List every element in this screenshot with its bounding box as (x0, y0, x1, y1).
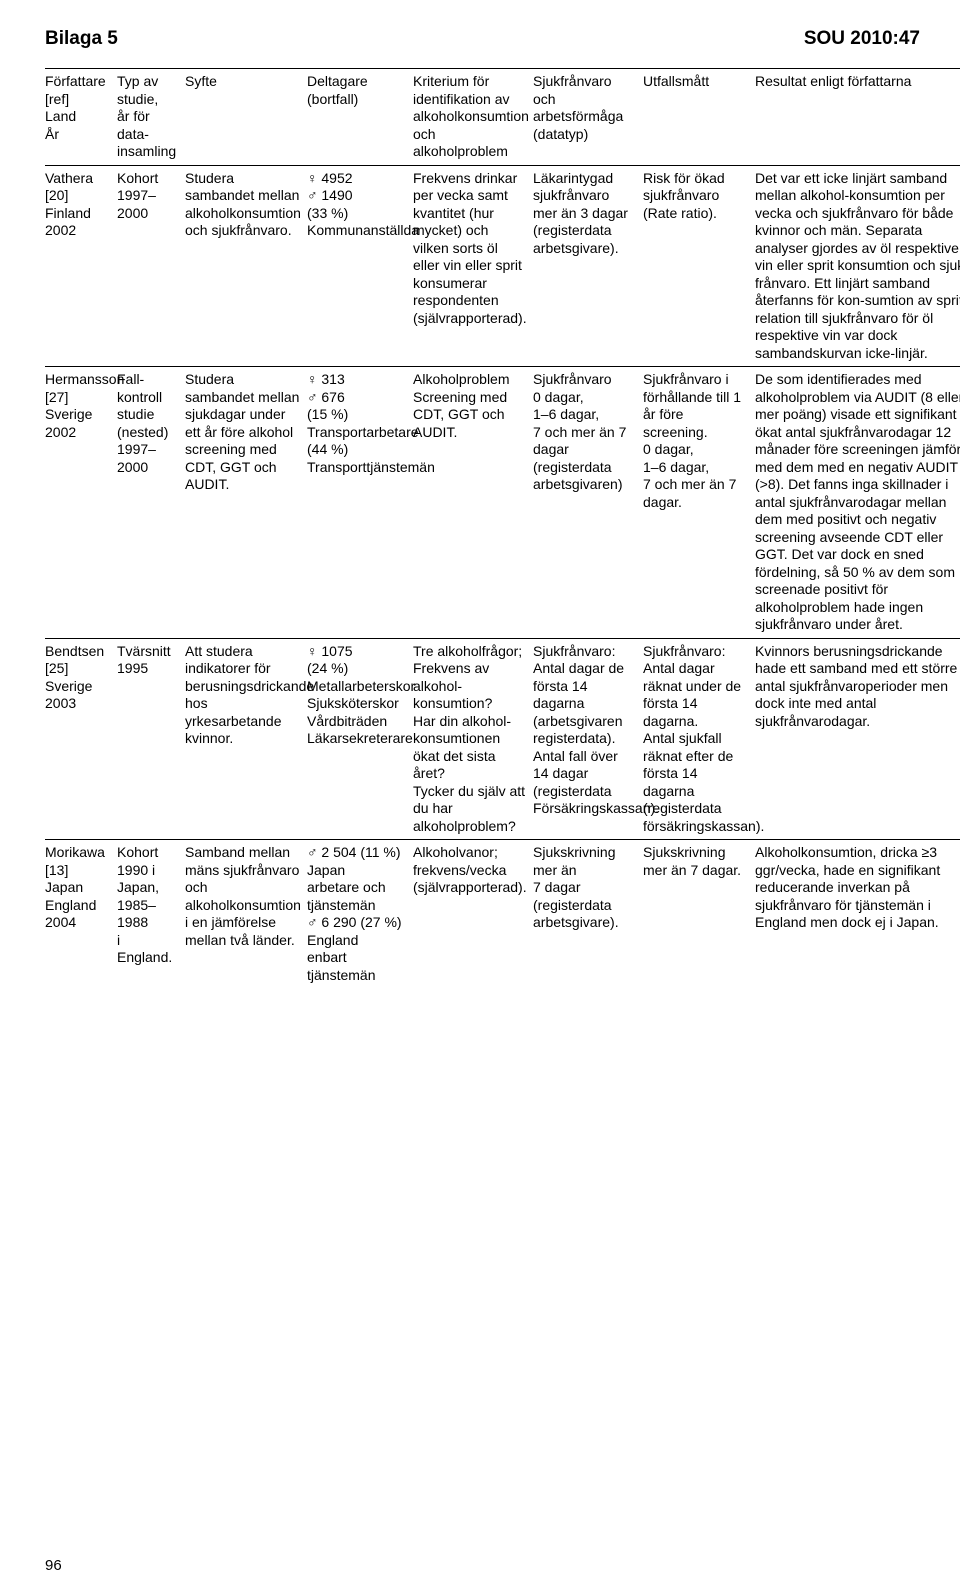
cell-participants: ♀ 313 ♂ 676 (15 %) Transportarbetare (44… (307, 367, 413, 639)
col-author: Författare [ref] Land År (45, 69, 117, 166)
cell-purpose: Samband mellan mäns sjukfrånvaro och alk… (185, 840, 307, 989)
cell-criterion: Frekvens drinkar per vecka samt kvantite… (413, 165, 533, 367)
cell-author: Hermansson [27] Sverige 2002 (45, 367, 117, 639)
cell-studytype: Kohort 1997–2000 (117, 165, 185, 367)
cell-results: Alkoholkonsumtion, dricka ≥3 ggr/vecka, … (755, 840, 960, 989)
cell-purpose: Studera sambandet mellan sjukdagar under… (185, 367, 307, 639)
page-number: 96 (45, 1557, 62, 1574)
cell-studytype: Fall-kontroll studie (nested) 1997–2000 (117, 367, 185, 639)
cell-criterion: Tre alkoholfrågor; Frekvens av alkohol-k… (413, 638, 533, 840)
page: Bilaga 5 SOU 2010:47 Författare [ref] La… (0, 0, 960, 1590)
col-results: Resultat enligt författarna (755, 69, 960, 166)
cell-participants: ♂ 2 504 (11 %) Japan arbetare och tjänst… (307, 840, 413, 989)
cell-results: Kvinnors berusningsdrickande hade ett sa… (755, 638, 960, 840)
cell-absence: Sjukfrånvaro 0 dagar, 1–6 dagar, 7 och m… (533, 367, 643, 639)
col-purpose: Syfte (185, 69, 307, 166)
cell-criterion: Alkoholproblem Screening med CDT, GGT oc… (413, 367, 533, 639)
cell-studytype: Kohort 1990 i Japan, 1985–1988 i England… (117, 840, 185, 989)
cell-outcome: Sjukfrånvaro: Antal dagar räknat under d… (643, 638, 755, 840)
table-row: Vathera [20] Finland 2002 Kohort 1997–20… (45, 165, 960, 367)
header-right: SOU 2010:47 (804, 28, 920, 50)
cell-studytype: Tvärsnitt 1995 (117, 638, 185, 840)
cell-author: Vathera [20] Finland 2002 (45, 165, 117, 367)
cell-purpose: Studera sambandet mellan alkoholkonsumti… (185, 165, 307, 367)
col-participants: Deltagare (bortfall) (307, 69, 413, 166)
cell-participants: ♀ 4952 ♂ 1490 (33 %) Kommunanställda (307, 165, 413, 367)
col-outcome: Utfallsmått (643, 69, 755, 166)
cell-author: Bendtsen [25] Sverige 2003 (45, 638, 117, 840)
studies-table: Författare [ref] Land År Typ av studie, … (45, 68, 960, 988)
cell-absence: Sjukskrivning mer än 7 dagar (registerda… (533, 840, 643, 989)
cell-outcome: Risk för ökad sjukfrånvaro (Rate ratio). (643, 165, 755, 367)
cell-absence: Sjukfrånvaro: Antal dagar de första 14 d… (533, 638, 643, 840)
cell-outcome: Sjukfrånvaro i förhållande till 1 år för… (643, 367, 755, 639)
page-header: Bilaga 5 SOU 2010:47 (45, 28, 920, 50)
table-row: Bendtsen [25] Sverige 2003 Tvärsnitt 199… (45, 638, 960, 840)
cell-author: Morikawa [13] Japan England 2004 (45, 840, 117, 989)
cell-criterion: Alkoholvanor; frekvens/vecka (självrappo… (413, 840, 533, 989)
cell-participants: ♀ 1075 (24 %) Metallarbeterskor Sjuksköt… (307, 638, 413, 840)
col-criterion: Kriterium för identifikation av alkoholk… (413, 69, 533, 166)
table-header-row: Författare [ref] Land År Typ av studie, … (45, 69, 960, 166)
col-absence: Sjukfrånvaro och arbetsförmåga (datatyp) (533, 69, 643, 166)
table-row: Hermansson [27] Sverige 2002 Fall-kontro… (45, 367, 960, 639)
table-row: Morikawa [13] Japan England 2004 Kohort … (45, 840, 960, 989)
cell-absence: Läkarintygad sjukfrånvaro mer än 3 dagar… (533, 165, 643, 367)
cell-purpose: Att studera indikatorer för berusningsdr… (185, 638, 307, 840)
cell-results: Det var ett icke linjärt samband mellan … (755, 165, 960, 367)
cell-results: De som identifierades med alkoholproblem… (755, 367, 960, 639)
cell-outcome: Sjukskrivning mer än 7 dagar. (643, 840, 755, 989)
header-left: Bilaga 5 (45, 28, 118, 50)
col-studytype: Typ av studie, år för data- insamling (117, 69, 185, 166)
